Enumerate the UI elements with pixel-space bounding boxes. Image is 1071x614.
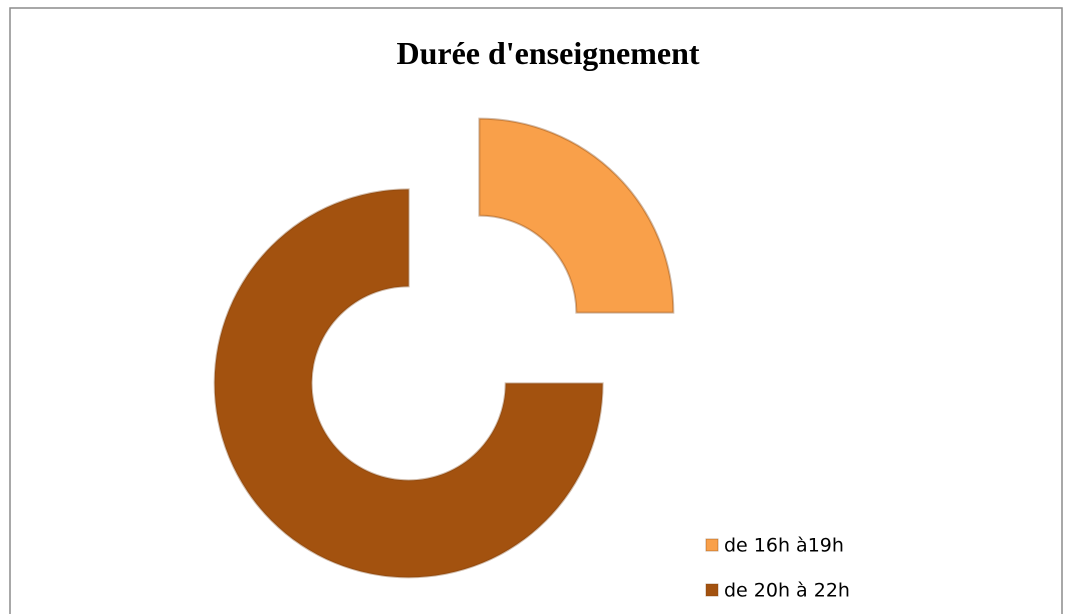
chart-border [9, 7, 1063, 614]
legend-swatch [705, 583, 719, 597]
legend-label: de 16h à19h [724, 535, 844, 557]
chart-title: Durée d'enseignement [396, 35, 699, 71]
doughnut-segment [213, 188, 604, 579]
legend-swatch [705, 538, 719, 552]
legend-label: de 20h à 22h [724, 580, 850, 602]
doughnut-segment [478, 117, 675, 314]
